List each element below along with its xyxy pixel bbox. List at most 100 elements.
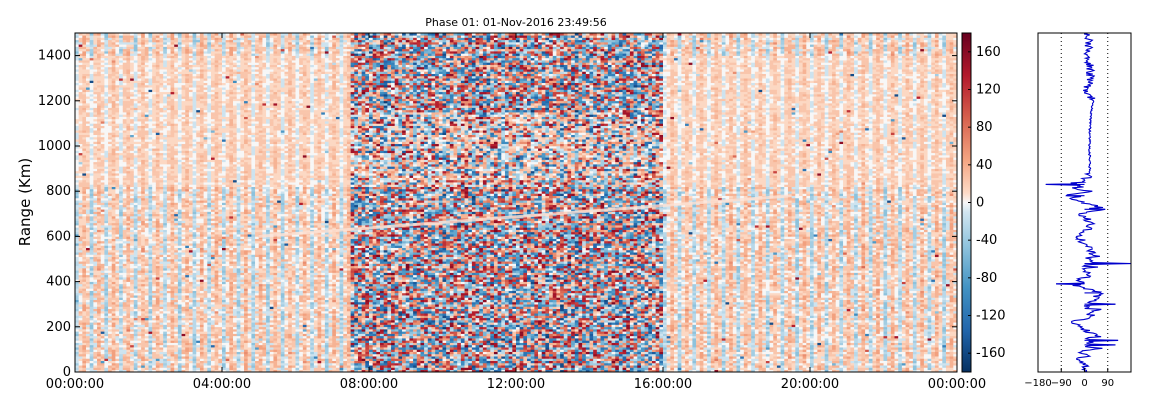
heatmap-cell [170,245,175,248]
heatmap-cell [126,358,131,361]
heatmap-cell [163,231,168,235]
heatmap-cell [159,123,164,126]
heatmap-cell [104,292,109,296]
heatmap-cell [122,127,127,131]
heatmap-cell [188,268,193,271]
heatmap-cell [185,306,190,310]
heatmap-cell [115,168,120,172]
heatmap-cell [82,136,87,140]
heatmap-cell [89,109,94,113]
heatmap-cell [166,365,171,368]
heatmap-cell [82,286,87,289]
heatmap-cell [126,243,131,246]
heatmap-cell [181,55,186,59]
heatmap-cell [192,116,197,120]
heatmap-cell [177,44,182,47]
heatmap-cell [86,310,90,314]
heatmap-cell [89,75,94,79]
heatmap-cell [104,191,109,194]
heatmap-cell [82,89,87,93]
heatmap-cell [100,297,105,300]
heatmap-cell [159,338,164,341]
heatmap-cell [130,159,135,163]
heatmap-cell [174,114,179,117]
heatmap-cell [163,109,168,113]
heatmap-cell [75,338,79,341]
heatmap-cell [115,96,120,99]
heatmap-cell [93,333,98,337]
heatmap-cell [104,197,109,201]
heatmap-cell [163,288,168,291]
heatmap-cell [93,338,98,341]
heatmap-cell [130,51,135,54]
heatmap-cell [97,270,102,273]
heatmap-cell [188,222,193,226]
heatmap-cell [86,338,90,341]
heatmap-cell [155,168,160,172]
heatmap-cell [89,326,94,330]
heatmap-cell [104,48,109,52]
heatmap-cell [100,107,105,111]
heatmap-cell [185,44,190,47]
heatmap-cell [93,195,98,199]
heatmap-cell [170,360,175,364]
heatmap-cell [170,139,175,142]
heatmap-cell [89,157,94,160]
heatmap-cell [93,132,98,135]
heatmap-cell [185,53,190,56]
heatmap-cell [188,146,193,149]
heatmap-cell [86,342,90,346]
heatmap-cell [89,98,94,102]
heatmap-cell [93,168,98,172]
heatmap-cell [111,136,116,140]
heatmap-cell [97,179,102,183]
heatmap-cell [170,204,175,208]
heatmap-cell [93,256,98,260]
heatmap-cell [78,188,83,192]
heatmap-cell [89,209,94,212]
heatmap-cell [82,69,87,72]
heatmap-cell [181,141,186,145]
heatmap-cell [130,80,135,84]
heatmap-cell [82,46,87,50]
heatmap-cell [133,317,138,321]
heatmap-cell [108,277,113,280]
heatmap-cell [159,245,164,248]
heatmap-cell [119,78,124,81]
heatmap-cell [185,213,190,217]
heatmap-cell [148,186,153,190]
heatmap-cell [100,191,105,194]
heatmap-cell [155,331,160,334]
heatmap-cell [137,33,142,36]
heatmap-cell [196,362,201,366]
heatmap-cell [144,313,149,316]
heatmap-cell [97,247,102,251]
heatmap-cell [93,358,98,361]
heatmap-cell [177,202,182,206]
heatmap-cell [104,73,109,77]
heatmap-cell [159,335,164,339]
heatmap-cell [181,152,186,156]
heatmap-cell [104,62,109,65]
heatmap-cell [97,353,102,357]
heatmap-cell [152,164,157,167]
heatmap-cell [78,66,83,70]
heatmap-cell [141,170,146,174]
heatmap-cell [192,164,197,167]
heatmap-cell [111,195,116,199]
heatmap-cell [133,66,138,70]
heatmap-cell [141,87,146,90]
heatmap-cell [185,362,190,366]
heatmap-cell [78,211,83,215]
heatmap-cell [137,340,142,343]
heatmap-cell [111,107,116,111]
heatmap-cell [100,121,105,124]
heatmap-cell [104,227,109,230]
heatmap-cell [126,277,131,280]
heatmap-cell [75,320,79,323]
heatmap-cell [126,344,131,348]
heatmap-cell [155,349,160,352]
heatmap-cell [166,116,171,120]
heatmap-cell [159,279,164,282]
heatmap-cell [108,66,113,70]
